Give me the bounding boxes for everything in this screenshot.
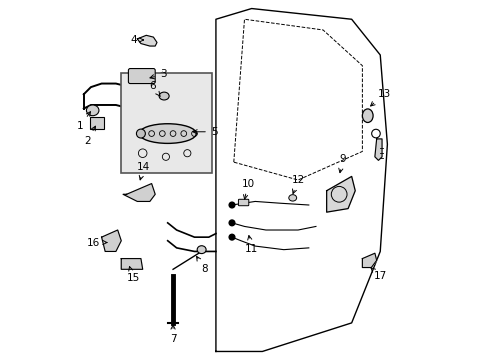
- Ellipse shape: [362, 109, 372, 122]
- FancyBboxPatch shape: [128, 68, 155, 84]
- Text: 2: 2: [84, 126, 95, 146]
- Text: 17: 17: [370, 268, 386, 282]
- Text: 16: 16: [87, 238, 107, 248]
- Text: 8: 8: [196, 256, 207, 274]
- Ellipse shape: [136, 129, 145, 138]
- Ellipse shape: [288, 195, 296, 201]
- Ellipse shape: [197, 246, 205, 253]
- Ellipse shape: [139, 124, 196, 143]
- FancyBboxPatch shape: [121, 73, 212, 173]
- Text: 13: 13: [370, 89, 390, 106]
- Polygon shape: [121, 258, 142, 269]
- Circle shape: [229, 234, 234, 240]
- Polygon shape: [326, 176, 354, 212]
- Circle shape: [229, 220, 234, 226]
- Text: 5: 5: [193, 127, 217, 137]
- Polygon shape: [102, 230, 121, 251]
- Polygon shape: [137, 35, 157, 46]
- Polygon shape: [123, 184, 155, 202]
- Polygon shape: [362, 253, 376, 267]
- Ellipse shape: [159, 92, 169, 100]
- Text: 10: 10: [241, 179, 254, 199]
- Text: 4: 4: [130, 35, 143, 45]
- Circle shape: [229, 202, 234, 208]
- Text: 7: 7: [169, 325, 176, 344]
- Ellipse shape: [86, 105, 99, 116]
- Polygon shape: [374, 139, 381, 160]
- Text: 1: 1: [77, 112, 90, 131]
- Text: 11: 11: [244, 235, 258, 253]
- Text: 14: 14: [137, 162, 150, 180]
- Text: 15: 15: [126, 266, 140, 283]
- FancyBboxPatch shape: [238, 199, 248, 206]
- Text: 6: 6: [149, 81, 160, 96]
- Text: 9: 9: [338, 154, 346, 173]
- Text: 3: 3: [150, 69, 166, 79]
- Text: 12: 12: [291, 175, 304, 194]
- FancyBboxPatch shape: [90, 117, 104, 129]
